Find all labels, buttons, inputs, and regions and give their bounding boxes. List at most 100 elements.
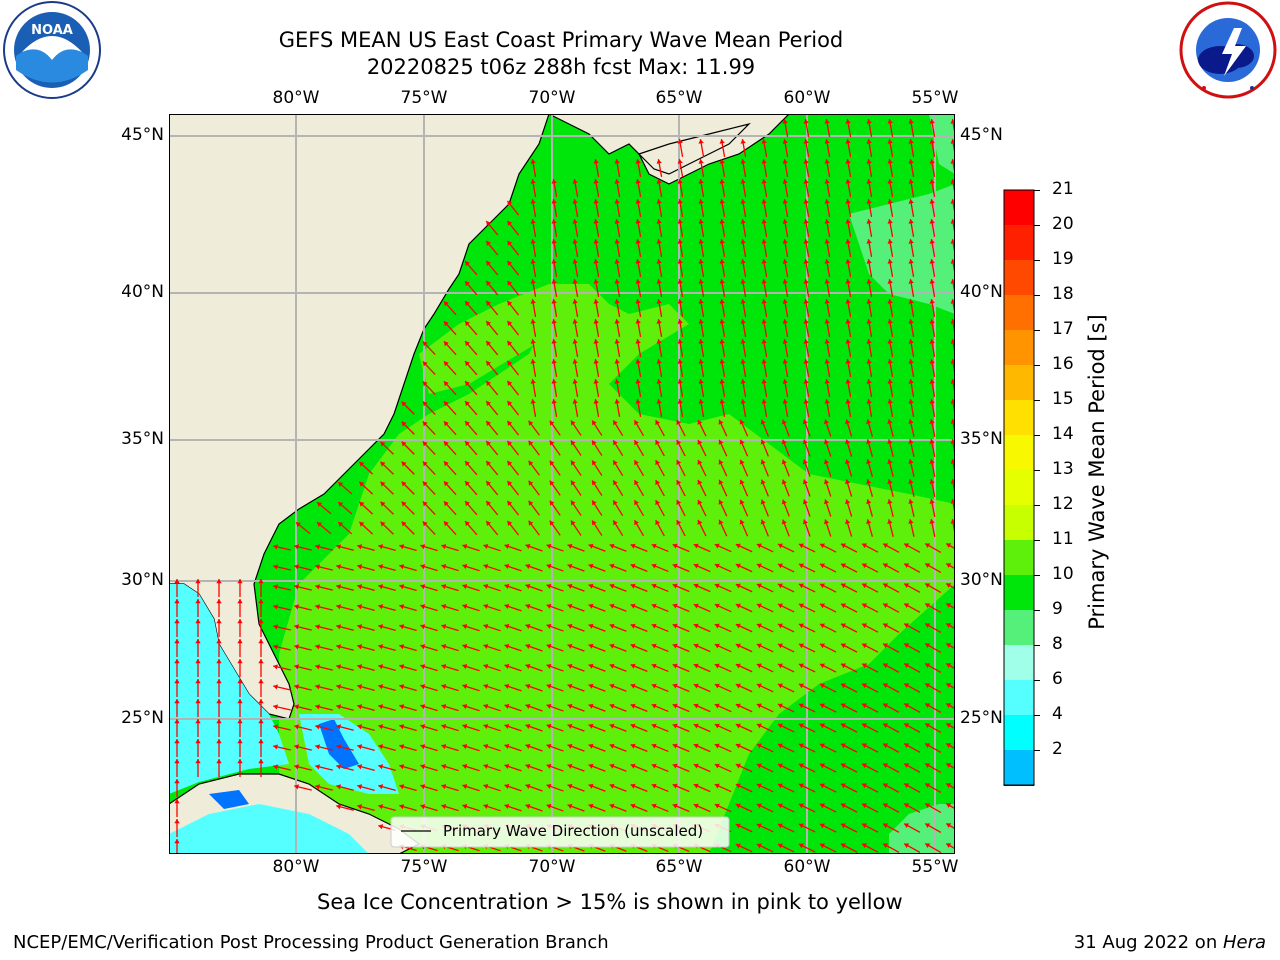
wave-arrow-head [887, 179, 893, 184]
wave-arrow-head [399, 624, 405, 630]
wave-arrow-head [782, 379, 788, 384]
wave-arrow-head [841, 663, 846, 669]
wave-arrow-head [693, 543, 699, 549]
wave-arrow-head [572, 359, 578, 364]
wave-arrow-head [887, 419, 893, 425]
wave-arrow-head [802, 479, 808, 485]
wave-arrow-head [546, 663, 552, 669]
wave-arrow-head [630, 703, 636, 709]
wave-arrow-head [462, 563, 468, 570]
colorbar-tick [1034, 680, 1040, 681]
wave-arrow-head [315, 664, 321, 670]
wave-arrow-head [735, 563, 741, 569]
wave-arrow-head [777, 683, 783, 689]
period-2-4-bahamas [319, 719, 359, 769]
wave-arrow-head [567, 763, 573, 769]
lat-label-right: 45°N [960, 125, 1003, 145]
wave-arrow-head [823, 519, 830, 525]
wave-arrow-head [422, 441, 428, 447]
wave-arrow-head [551, 239, 557, 244]
wave-arrow-head [462, 683, 468, 690]
wave-arrow-head [630, 763, 636, 769]
wave-arrow-head [258, 739, 264, 744]
wave-arrow-head [174, 619, 180, 624]
wave-arrow-head [908, 319, 914, 324]
wave-arrow-head [672, 783, 678, 789]
wave-arrow-head [698, 319, 704, 324]
wave-arrow-head [630, 543, 636, 549]
wave-arrow-head [357, 544, 363, 550]
colorbar-tick [1034, 645, 1040, 646]
wave-arrow-head [946, 623, 952, 628]
wave-arrow-head [798, 683, 804, 689]
wave-arrow-head [845, 339, 851, 344]
lon-label-bottom: 80°W [272, 857, 320, 877]
wave-arrow-head [635, 199, 641, 204]
wave-arrow-head [273, 724, 278, 730]
wave-arrow-head [761, 339, 767, 344]
wave-arrow-head [866, 159, 872, 164]
lat-label-right: 30°N [960, 570, 1003, 590]
wave-arrow-head [592, 440, 597, 446]
wave-arrow-head [672, 603, 678, 609]
wave-arrow-head [462, 583, 468, 590]
wave-arrow-head [904, 723, 910, 729]
lat-label-right: 40°N [960, 282, 1003, 302]
wave-arrow-head [504, 543, 510, 550]
wave-arrow-head [845, 499, 851, 505]
wave-arrow-head [613, 460, 618, 466]
wave-arrow-head [195, 579, 201, 584]
wave-arrow-head [845, 159, 851, 164]
wave-arrow-head [904, 843, 910, 849]
wave-arrow-head [378, 624, 384, 630]
wave-arrow-head [462, 803, 468, 810]
wave-arrow-head [735, 743, 741, 749]
wave-arrow-head [273, 744, 278, 750]
wave-arrow-head [697, 419, 703, 425]
wave-arrow-head [866, 299, 872, 304]
wave-arrow-head [904, 563, 910, 569]
wave-arrow-head [672, 703, 678, 709]
wave-arrow-head [883, 683, 889, 689]
wave-arrow-head [273, 644, 278, 650]
wave-arrow-head [718, 519, 724, 525]
wave-arrow-head [336, 564, 342, 570]
wave-arrow-head [676, 460, 682, 465]
wave-arrow-head [777, 703, 783, 709]
wave-arrow-head [174, 659, 180, 664]
wave-arrow-head [887, 459, 893, 465]
wave-arrow-head [336, 804, 342, 810]
wave-arrow-head [672, 543, 678, 549]
wave-arrow-head [862, 563, 868, 569]
wave-arrow-head [777, 723, 783, 729]
wave-arrow-head [781, 439, 787, 445]
wave-arrow-head [929, 379, 935, 384]
wave-arrow-head [551, 259, 557, 264]
wave-arrow-head [819, 603, 825, 609]
wave-arrow-head [655, 500, 661, 506]
wave-arrow-head [929, 479, 935, 484]
wave-arrow-head [823, 419, 830, 425]
wave-arrow-head [950, 439, 955, 444]
wave-arrow-head [630, 623, 636, 629]
wave-arrow-head [504, 743, 510, 750]
wave-arrow-head [317, 502, 323, 507]
wave-arrow-head [823, 439, 830, 445]
wave-arrow-head [904, 683, 910, 689]
wave-arrow-head [441, 704, 447, 710]
wave-arrow-head [338, 502, 344, 507]
wave-arrow-head [739, 519, 745, 525]
wave-arrow-head [315, 684, 321, 690]
wave-arrow-head [946, 643, 952, 648]
wave-arrow-head [195, 639, 201, 644]
wave-arrow-head [588, 683, 594, 689]
wave-arrow-head [634, 440, 639, 446]
wave-arrow-head [294, 764, 299, 770]
wave-arrow-head [950, 179, 955, 184]
wave-arrow-head [735, 643, 741, 649]
wave-arrow-head [273, 624, 278, 630]
wave-arrow-head [336, 644, 342, 650]
wave-arrow-head [420, 644, 426, 650]
colorbar-outline [1003, 189, 1035, 786]
wave-arrow-head [630, 783, 636, 789]
